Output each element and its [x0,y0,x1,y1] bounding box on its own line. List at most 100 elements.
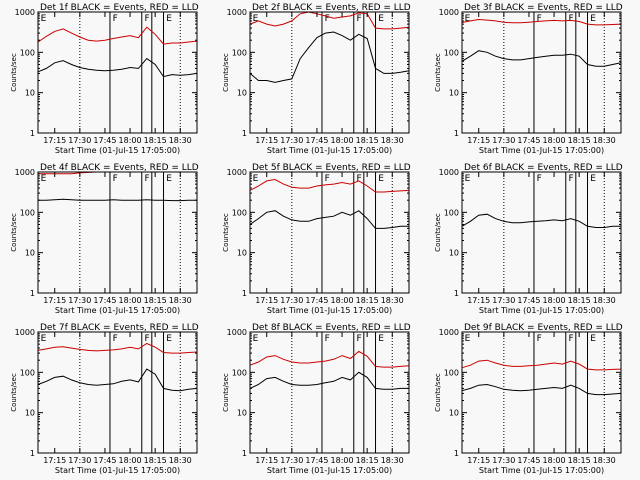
x-tick-label: 18:15 [356,456,379,465]
y-axis-label: Counts/sec [434,53,442,92]
y-tick-label: 1 [242,289,247,298]
x-tick-label: 17:15 [255,296,278,305]
marker-label: F [144,174,149,184]
marker-label: E [166,14,172,24]
y-axis-label: Counts/sec [10,373,18,412]
x-tick-label: 18:00 [119,296,142,305]
x-tick-label: 17:30 [68,456,91,465]
y-tick-label: 1 [30,289,35,298]
y-tick-label: 1 [242,129,247,138]
y-axis-label: Counts/sec [222,53,230,92]
marker-label: E [166,334,172,344]
y-tick-label: 100 [444,368,459,377]
x-tick-label: 18:00 [119,456,142,465]
chart-title: Det 1f BLACK = Events, RED = LLD [40,3,199,13]
x-tick-label: 17:45 [305,456,328,465]
marker-label: F [537,334,542,344]
chart-title: Det 9f BLACK = Events, RED = LLD [464,323,623,333]
marker-label: E [253,14,259,24]
chart-title: Det 3f BLACK = Events, RED = LLD [464,3,623,13]
x-tick-label: 18:30 [593,136,616,145]
plot-frame [249,11,410,134]
y-tick-label: 100 [232,48,247,57]
events-series-line [37,368,198,392]
x-tick-label: 17:45 [305,136,328,145]
y-tick-label: 10 [237,409,247,418]
x-tick-label: 17:30 [280,136,303,145]
plot-frame [461,11,622,134]
y-axis-label: Counts/sec [434,373,442,412]
marker-label: E [253,334,259,344]
chart-title: Det 5f BLACK = Events, RED = LLD [252,163,411,173]
events-series-line [38,198,197,202]
marker-label: F [113,174,118,184]
x-tick-label: 17:15 [467,136,490,145]
x-axis-label: Start Time (01-Jul-15 17:05:00) [479,146,604,155]
marker-label: F [568,174,573,184]
y-tick-label: 10 [449,249,459,258]
y-tick-label: 100 [232,208,247,217]
lld-series-line [249,178,410,193]
x-tick-label: 18:30 [169,296,192,305]
x-tick-label: 17:15 [255,456,278,465]
plot-frame [461,331,622,454]
marker-label: E [378,334,384,344]
lld-series-line [461,359,622,371]
marker-label: F [144,14,149,24]
events-series-line [461,213,621,228]
marker-label: E [378,14,384,24]
marker-label: F [568,14,573,24]
x-tick-label: 17:15 [467,456,490,465]
lld-series-line [249,11,410,30]
lld-series-line [249,350,410,368]
y-tick-label: 10 [25,409,35,418]
y-tick-label: 10 [25,249,35,258]
marker-label: F [356,334,361,344]
x-tick-label: 17:45 [517,136,540,145]
x-tick-label: 18:00 [543,296,566,305]
x-tick-label: 18:00 [543,136,566,145]
y-tick-label: 1000 [15,8,35,17]
marker-label: F [537,174,542,184]
x-axis-label: Start Time (01-Jul-15 17:05:00) [479,306,604,315]
y-tick-label: 1000 [439,8,459,17]
chart-title: Det 6f BLACK = Events, RED = LLD [464,163,623,173]
y-tick-label: 1 [454,129,459,138]
marker-label: E [590,334,596,344]
y-tick-label: 10 [237,249,247,258]
x-tick-label: 17:30 [68,296,91,305]
x-tick-label: 18:30 [381,136,404,145]
marker-label: F [537,14,542,24]
lld-series-line [37,342,198,354]
x-tick-label: 18:00 [331,456,354,465]
chart-title: Det 8f BLACK = Events, RED = LLD [252,323,411,333]
marker-label: E [465,14,471,24]
marker-label: E [166,174,172,184]
x-tick-label: 17:30 [68,136,91,145]
y-tick-label: 100 [444,208,459,217]
x-tick-label: 17:45 [517,456,540,465]
y-tick-label: 10 [25,89,35,98]
marker-label: F [113,14,118,24]
marker-label: E [41,14,47,24]
marker-label: F [325,174,330,184]
x-tick-label: 17:30 [492,296,515,305]
y-axis-label: Counts/sec [10,53,18,92]
x-tick-label: 17:45 [93,296,116,305]
marker-label: E [590,14,596,24]
y-tick-label: 100 [20,208,35,217]
plot-frame [37,11,198,134]
marker-label: F [144,334,149,344]
x-tick-label: 18:30 [169,456,192,465]
marker-label: F [325,14,330,24]
marker-label: E [253,174,259,184]
marker-label: F [356,174,361,184]
y-axis-label: Counts/sec [10,213,18,252]
events-series-line [249,210,409,229]
x-tick-label: 18:15 [144,456,167,465]
x-tick-label: 18:30 [593,296,616,305]
chart-title: Det 4f BLACK = Events, RED = LLD [40,163,199,173]
x-tick-label: 18:00 [119,136,142,145]
x-tick-label: 18:30 [593,456,616,465]
